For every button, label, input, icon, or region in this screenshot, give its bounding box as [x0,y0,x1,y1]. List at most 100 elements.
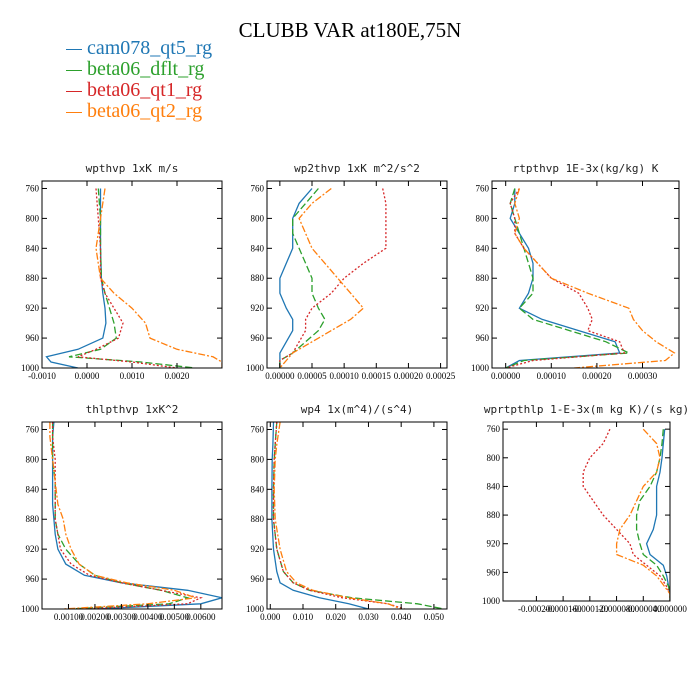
panel-4: thlpthvp 1xK^2 760 800 840 880 920 960 1000 0.00… [21,403,223,622]
y-tick-label: 840 [26,484,40,494]
y-tick-label: 920 [487,539,501,549]
y-tick-label: 920 [26,544,40,554]
legend: cam078_qt5_rg beta06_dflt_rg beta06_qt1_… [66,38,212,122]
series-line-cam078_qt5_rg [645,429,670,601]
series-line-beta06_qt2_rg [49,422,196,609]
series-line-beta06_qt2_rg [273,422,402,609]
y-tick-label: 960 [476,333,490,343]
y-tick-label: 800 [476,213,490,223]
y-tick-label: 760 [26,424,40,434]
x-tick-label: 0.000 [260,612,281,622]
series-line-cam078_qt5_rg [271,422,369,609]
x-tick-label: 0.050 [424,612,445,622]
y-tick-label: 760 [476,183,490,193]
legend-label: beta06_qt2_rg [87,100,203,122]
panel-title: wp4 1x(m^4)/(s^4) [301,403,414,416]
series-line-beta06_dflt_rg [279,188,326,368]
y-tick-label: 880 [476,273,490,283]
x-tick-label: 0.00010 [537,371,567,381]
y-tick-label: 960 [26,333,40,343]
legend-item-beta06-dflt: beta06_dflt_rg [66,59,212,80]
series-line-beta06_dflt_rg [505,188,632,368]
y-tick-label: 960 [251,333,265,343]
y-tick-label: 840 [251,484,265,494]
panel-frame [502,421,671,602]
series-line-beta06_qt2_rg [279,187,365,368]
y-tick-label: 800 [26,454,40,464]
panel-2: wp2thvp 1xK m^2/s^2 760 800 840 880 920 960 100… [246,162,456,381]
y-tick-label: 1000 [21,604,40,614]
y-tick-label: 920 [26,303,40,313]
y-tick-label: 960 [26,574,40,584]
series-line-beta06_qt1_rg [505,188,626,368]
x-tick-label: -0.000200 [518,604,555,614]
y-tick-label: 800 [251,213,265,223]
series-line-beta06_qt2_rg [615,428,670,601]
legend-swatch [66,69,82,71]
panel-1: wpthvp 1xK m/s 760 800 840 880 920 960 1000-0.0… [21,162,223,381]
series-line-beta06_dflt_rg [635,429,670,601]
x-tick-label: 0.0010 [120,371,145,381]
x-tick-label: -0.000120 [571,604,608,614]
x-tick-label: 0.0020 [165,371,190,381]
series-line-beta06_dflt_rg [68,188,196,368]
y-tick-label: 880 [26,273,40,283]
x-tick-label: 0.010 [293,612,314,622]
panel-5: wp4 1x(m^4)/(s^4)76080084088092096010000… [246,403,448,622]
x-tick-label: -0.000080 [598,604,635,614]
x-tick-label: 0.00200 [80,612,110,622]
x-tick-label: 0.040 [391,612,412,622]
y-tick-label: 880 [487,510,501,520]
y-tick-label: 800 [487,453,501,463]
y-tick-label: 960 [251,574,265,584]
x-tick-label: 0.00000 [265,371,295,381]
legend-label: beta06_qt1_rg [87,79,203,101]
x-tick-label: 0.00600 [186,612,216,622]
x-tick-label: 0.00300 [107,612,137,622]
x-tick-label: 0.00005 [297,371,327,381]
panel-title: rtpthvp 1E-3x(kg/kg) K [513,162,659,175]
panel-title: thlpthvp 1xK^2 [86,403,179,416]
panel-frame [266,421,448,610]
series-line-beta06_qt2_rg [95,188,222,368]
x-tick-label: -0.000160 [545,604,582,614]
series-line-cam078_qt5_rg [51,422,222,609]
legend-swatch [66,90,82,92]
x-tick-label: 0.00500 [160,612,190,622]
series-line-beta06_qt1_rg [279,188,387,368]
x-tick-label: -0.000040 [625,604,662,614]
y-tick-label: 840 [26,243,40,253]
y-tick-label: 960 [487,567,501,577]
panel-6: wprtpthlp 1-E-3x(m kg K)/(s kg) 760 800 840… [482,403,689,614]
legend-swatch [66,111,82,113]
x-tick-label: 0.00015 [362,371,392,381]
panel-frame [41,180,223,369]
y-tick-label: 880 [251,273,265,283]
y-tick-label: 1000 [482,596,501,606]
legend-swatch [66,48,82,50]
x-tick-label: 0.00030 [628,371,658,381]
x-tick-label: 0.00025 [426,371,456,381]
x-tick-label: 0.00100 [54,612,84,622]
series-line-beta06_qt1_rg [51,422,203,609]
y-tick-label: 760 [26,183,40,193]
y-tick-label: 920 [251,303,265,313]
legend-item-beta06-qt2: beta06_qt2_rg [66,101,212,122]
x-tick-label: -0.0010 [28,371,56,381]
x-tick-label: 0.00400 [133,612,163,622]
x-tick-label: 0.000000 [653,604,687,614]
panel-title: wpthvp 1xK m/s [86,162,179,175]
x-tick-label: 0.00010 [330,371,360,381]
y-tick-label: 1000 [246,604,265,614]
legend-item-cam078: cam078_qt5_rg [66,38,212,59]
y-tick-label: 920 [476,303,490,313]
y-tick-label: 1000 [246,363,265,373]
series-line-cam078_qt5_rg [45,188,107,368]
y-tick-label: 760 [251,424,265,434]
panel-title: wprtpthlp 1-E-3x(m kg K)/(s kg) [484,403,689,416]
x-tick-label: 0.020 [326,612,347,622]
series-line-beta06_qt1_rg [272,422,405,609]
y-tick-label: 920 [251,544,265,554]
panel-frame [266,180,448,369]
